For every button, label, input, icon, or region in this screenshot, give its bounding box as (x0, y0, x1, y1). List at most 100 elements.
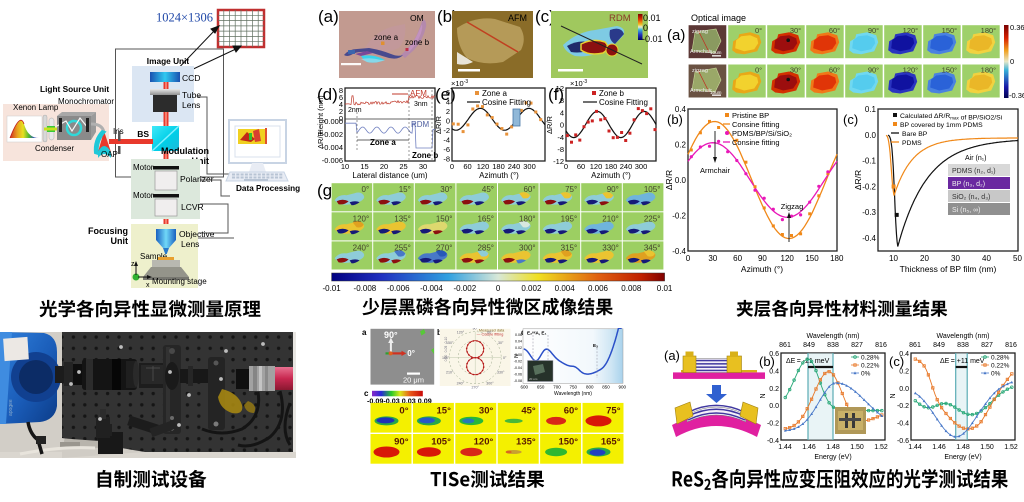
svg-text:180: 180 (605, 162, 618, 171)
svg-text:2: 2 (339, 107, 343, 116)
svg-text:ΔE = +11 meV: ΔE = +11 meV (940, 358, 985, 365)
svg-text:Polarizer: Polarizer (180, 174, 214, 184)
svg-text:300: 300 (635, 162, 648, 171)
svg-text:816: 816 (1005, 342, 1017, 349)
svg-text:Azimuth (°): Azimuth (°) (741, 264, 783, 274)
svg-text:0.2: 0.2 (675, 141, 687, 150)
svg-text:AFM: AFM (508, 13, 527, 23)
svg-text:20 um: 20 um (529, 377, 538, 381)
svg-text:15°: 15° (437, 405, 452, 416)
svg-text:20: 20 (380, 162, 388, 171)
svg-text:1.48: 1.48 (956, 444, 970, 451)
svg-text:N: N (760, 393, 767, 398)
svg-text:N: N (514, 354, 520, 358)
svg-text:827: 827 (981, 342, 993, 349)
svg-text:300°: 300° (519, 243, 536, 252)
svg-text:0.008: 0.008 (621, 284, 642, 293)
svg-text:Cosine Fitting: Cosine Fitting (599, 98, 648, 107)
svg-text:Zone a: Zone a (482, 89, 507, 98)
svg-text:0°: 0° (362, 185, 370, 194)
svg-text:10um: 10um (710, 90, 722, 95)
svg-text:0°: 0° (755, 26, 762, 35)
svg-text:-0.2: -0.2 (672, 212, 686, 221)
svg-text:2: 2 (446, 107, 450, 116)
svg-text:Wavelength (nm): Wavelength (nm) (936, 333, 989, 340)
svg-text:Armchair: Armchair (690, 49, 712, 55)
svg-text:Air (n₁): Air (n₁) (965, 155, 986, 162)
svg-text:90°: 90° (868, 26, 879, 35)
svg-text:Pristine BP: Pristine BP (732, 111, 769, 120)
svg-text:0.36: 0.36 (1010, 23, 1024, 32)
svg-text:-0.06: -0.06 (514, 373, 522, 377)
svg-text:Sample: Sample (140, 252, 168, 261)
svg-text:650: 650 (537, 385, 545, 390)
svg-text:60°: 60° (829, 66, 840, 75)
svg-text:0%: 0% (861, 371, 871, 378)
svg-text:120: 120 (590, 162, 603, 171)
svg-text:(a): (a) (664, 348, 680, 363)
svg-text:105°: 105° (431, 437, 451, 448)
svg-text:1.52: 1.52 (874, 444, 888, 451)
svg-text:827: 827 (851, 342, 863, 349)
svg-text:0: 0 (339, 114, 343, 123)
svg-text:255°: 255° (394, 243, 411, 252)
svg-text:a: a (362, 328, 367, 337)
svg-text:1.44: 1.44 (778, 444, 792, 451)
svg-text:180°: 180° (442, 356, 450, 360)
svg-text:4: 4 (339, 100, 343, 109)
svg-text:180°: 180° (981, 26, 997, 35)
svg-text:0: 0 (643, 23, 648, 33)
svg-text:0.10: 0.10 (444, 337, 448, 344)
svg-text:210°: 210° (602, 214, 619, 223)
svg-text:LCVR: LCVR (181, 202, 204, 212)
svg-text:Armchair: Armchair (690, 88, 712, 94)
svg-text:838: 838 (957, 342, 969, 349)
svg-text:165°: 165° (601, 437, 621, 448)
svg-text:60°: 60° (523, 185, 535, 194)
svg-text:Energy (eV): Energy (eV) (814, 454, 851, 461)
svg-text:· Measured data: · Measured data (477, 328, 506, 332)
svg-text:0°: 0° (407, 349, 415, 358)
svg-text:CCD: CCD (182, 73, 200, 83)
svg-text:816: 816 (875, 342, 887, 349)
svg-text:Lateral distance (um): Lateral distance (um) (352, 171, 427, 180)
svg-text:75°: 75° (606, 405, 621, 416)
svg-text:N: N (890, 393, 897, 398)
svg-text:838: 838 (827, 342, 839, 349)
svg-text:Consine fitting: Consine fitting (732, 138, 780, 147)
svg-text:0.0: 0.0 (769, 403, 779, 410)
svg-text:120°: 120° (457, 330, 465, 334)
svg-text:180°: 180° (519, 214, 536, 223)
svg-text:-6: -6 (443, 145, 450, 154)
svg-text:0.22%: 0.22% (991, 363, 1010, 370)
svg-text:AFM: AFM (410, 89, 427, 98)
svg-text:165°: 165° (477, 214, 494, 223)
svg-text:0.4: 0.4 (899, 351, 909, 358)
svg-text:30: 30 (419, 162, 427, 171)
svg-text:OM: OM (410, 13, 424, 23)
svg-text:60°: 60° (564, 405, 579, 416)
svg-text:0: 0 (496, 284, 501, 293)
svg-text:180°: 180° (981, 66, 997, 75)
svg-text:700: 700 (553, 385, 561, 390)
svg-text:2nm: 2nm (348, 107, 362, 114)
svg-text:0.06: 0.06 (515, 333, 522, 337)
svg-text:90°: 90° (394, 437, 409, 448)
svg-text:(a): (a) (667, 27, 685, 44)
svg-text:20: 20 (920, 254, 929, 263)
svg-text:861: 861 (779, 342, 791, 349)
svg-text:0.2: 0.2 (899, 368, 909, 375)
svg-text:345°: 345° (644, 243, 661, 252)
svg-text:6: 6 (446, 88, 450, 97)
svg-text:60°: 60° (487, 330, 493, 334)
svg-text:75°: 75° (565, 185, 577, 194)
svg-text:45°: 45° (521, 405, 536, 416)
svg-text:0.00: 0.00 (444, 355, 448, 362)
svg-text:0.02: 0.02 (515, 346, 522, 350)
svg-text:120: 120 (477, 162, 490, 171)
svg-text:ΔR/R: ΔR/R (853, 170, 863, 190)
svg-text:849: 849 (803, 342, 815, 349)
svg-text:-12: -12 (553, 157, 564, 166)
svg-text:0.006: 0.006 (588, 284, 609, 293)
svg-text:1.52: 1.52 (1004, 444, 1018, 451)
